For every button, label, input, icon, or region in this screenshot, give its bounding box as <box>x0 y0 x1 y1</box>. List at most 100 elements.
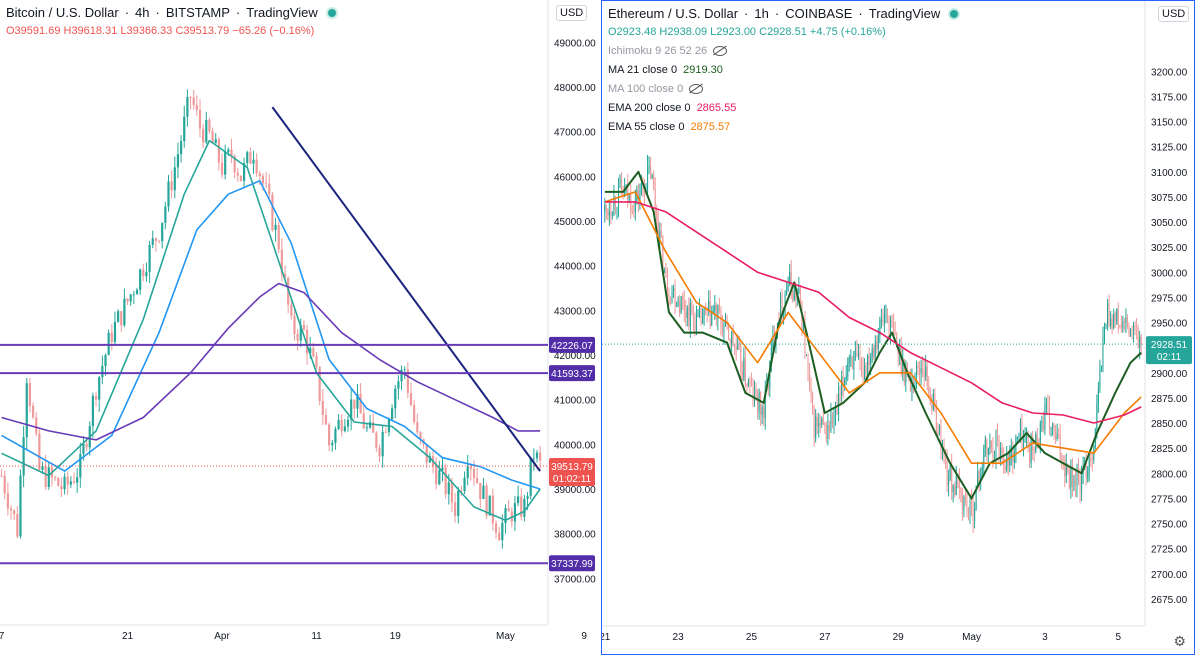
eth-chart-canvas[interactable]: 2675.00 2700.00 2725.00 2750.00 2775.00 2800.… <box>602 1 1195 655</box>
candle-body <box>877 335 879 349</box>
candle-body <box>79 453 82 478</box>
x-tick-label: May <box>496 631 515 642</box>
eth-interval: 1h <box>754 6 769 21</box>
indicator-row[interactable]: Ichimoku 9 26 52 26 <box>608 42 958 60</box>
candle-body <box>882 319 884 322</box>
eth-price-axis[interactable]: 2675.00 2700.00 2725.00 2750.00 2775.00 2800.… <box>1146 67 1192 606</box>
candle-body <box>98 377 101 400</box>
btc-currency-button[interactable]: USD <box>556 5 588 21</box>
candle-body <box>761 407 763 415</box>
candle-body <box>1019 420 1021 436</box>
candle-body <box>821 419 823 425</box>
candle-body <box>864 365 866 380</box>
candle-body <box>885 313 887 315</box>
candle-body <box>107 332 110 355</box>
candle-body <box>860 360 863 366</box>
candle-body <box>825 425 827 440</box>
candle-body <box>805 355 808 357</box>
y-tick-label: 2725.00 <box>1151 545 1188 556</box>
btc-time-axis[interactable]: 7 21 Apr 11 19 May 9 <box>0 631 587 642</box>
candle-body <box>1117 309 1119 325</box>
btc-indicator-lines <box>0 106 548 565</box>
candle-body <box>44 465 47 488</box>
candle-body <box>450 482 454 503</box>
candle-body <box>1006 453 1008 470</box>
candle-body <box>230 149 233 157</box>
y-tick-label: 38000.00 <box>554 530 596 541</box>
candle-body <box>217 139 220 163</box>
candle-body <box>488 495 491 516</box>
eye-hidden-icon[interactable] <box>689 84 704 94</box>
candle-body <box>700 306 702 324</box>
indicator-row[interactable]: EMA 55 close 0 2875.57 <box>608 118 958 136</box>
candle-body <box>688 307 690 327</box>
candle-body <box>91 395 95 427</box>
candle-body <box>1103 326 1106 337</box>
candle-body <box>717 304 719 319</box>
eth-chart-pane[interactable]: 2675.00 2700.00 2725.00 2750.00 2775.00 2800.… <box>601 0 1195 655</box>
candle-body <box>865 365 867 372</box>
indicator-row[interactable]: EMA 200 close 0 2865.55 <box>608 99 958 117</box>
candle-body <box>76 477 79 483</box>
candle-body <box>624 189 626 197</box>
candle-body <box>1061 457 1063 461</box>
candle-body <box>995 434 997 458</box>
y-tick-label: 2700.00 <box>1151 570 1188 581</box>
candle-body <box>604 205 606 212</box>
btc-chart-canvas[interactable]: 37000.00 38000.00 39000.00 40000.00 41000.00… <box>0 0 600 655</box>
candle-body <box>786 291 788 295</box>
y-tick-label: 44000.00 <box>554 262 596 273</box>
x-tick-label: 11 <box>311 631 322 642</box>
indicator-label: Ichimoku 9 26 52 26 <box>608 45 708 57</box>
candle-body <box>135 289 139 295</box>
eth-currency-button[interactable]: USD <box>1158 6 1190 22</box>
candle-body <box>35 417 38 434</box>
y-tick-label: 2950.00 <box>1151 319 1188 330</box>
candle-body <box>838 393 840 415</box>
candle-body <box>726 315 728 325</box>
candle-body <box>798 288 800 294</box>
candle-body <box>708 300 710 312</box>
candle-body <box>842 376 844 386</box>
candle-body <box>628 193 630 201</box>
candle-body <box>1033 451 1035 452</box>
indicator-row[interactable]: MA 100 close 0 <box>608 80 958 98</box>
candle-body <box>457 491 460 516</box>
candle-body <box>718 304 720 311</box>
candle-body <box>914 377 916 389</box>
candle-body <box>836 405 838 415</box>
settings-gear-icon[interactable]: ⚙ <box>1173 633 1186 649</box>
btc-high: H39618.31 <box>63 25 118 37</box>
candle-body <box>381 431 384 457</box>
candle-body <box>1116 309 1118 322</box>
eye-hidden-icon[interactable] <box>713 46 728 56</box>
indicator-row[interactable]: MA 21 close 0 2919.30 <box>608 61 958 79</box>
candle-body <box>22 437 25 476</box>
y-tick-label: 2875.00 <box>1151 394 1188 405</box>
candle-body <box>1140 336 1142 347</box>
candle-body <box>627 184 629 201</box>
candle-body <box>1076 469 1078 487</box>
last-price-label: 39513.79 <box>551 462 593 473</box>
last-price-label: 2928.51 <box>1151 340 1188 351</box>
candle-body <box>876 341 878 349</box>
last-price-box <box>1146 336 1192 365</box>
eth-time-axis[interactable]: 21 23 25 27 29 May 3 5 <box>602 632 1121 643</box>
eth-exchange: COINBASE <box>785 6 853 21</box>
candle-body <box>935 405 937 434</box>
candle-body <box>804 322 806 356</box>
candle-body <box>951 465 953 492</box>
indicator-label: MA 100 close 0 <box>608 83 684 95</box>
candle-body <box>419 432 422 440</box>
candle-body <box>504 508 507 524</box>
btc-chart-pane[interactable]: 37000.00 38000.00 39000.00 40000.00 41000.00… <box>0 0 600 655</box>
level-label: 41593.37 <box>551 369 593 380</box>
y-tick-label: 3100.00 <box>1151 168 1188 179</box>
candle-body <box>47 467 50 488</box>
btc-price-axis[interactable]: 37000.00 38000.00 39000.00 40000.00 41000.00… <box>549 38 596 585</box>
candle-body <box>271 194 274 230</box>
indicator-value: 2865.55 <box>696 102 737 114</box>
candle-body <box>657 219 659 242</box>
eth-change: +4.75 (+0.16%) <box>809 26 886 38</box>
candle-body <box>879 320 881 336</box>
